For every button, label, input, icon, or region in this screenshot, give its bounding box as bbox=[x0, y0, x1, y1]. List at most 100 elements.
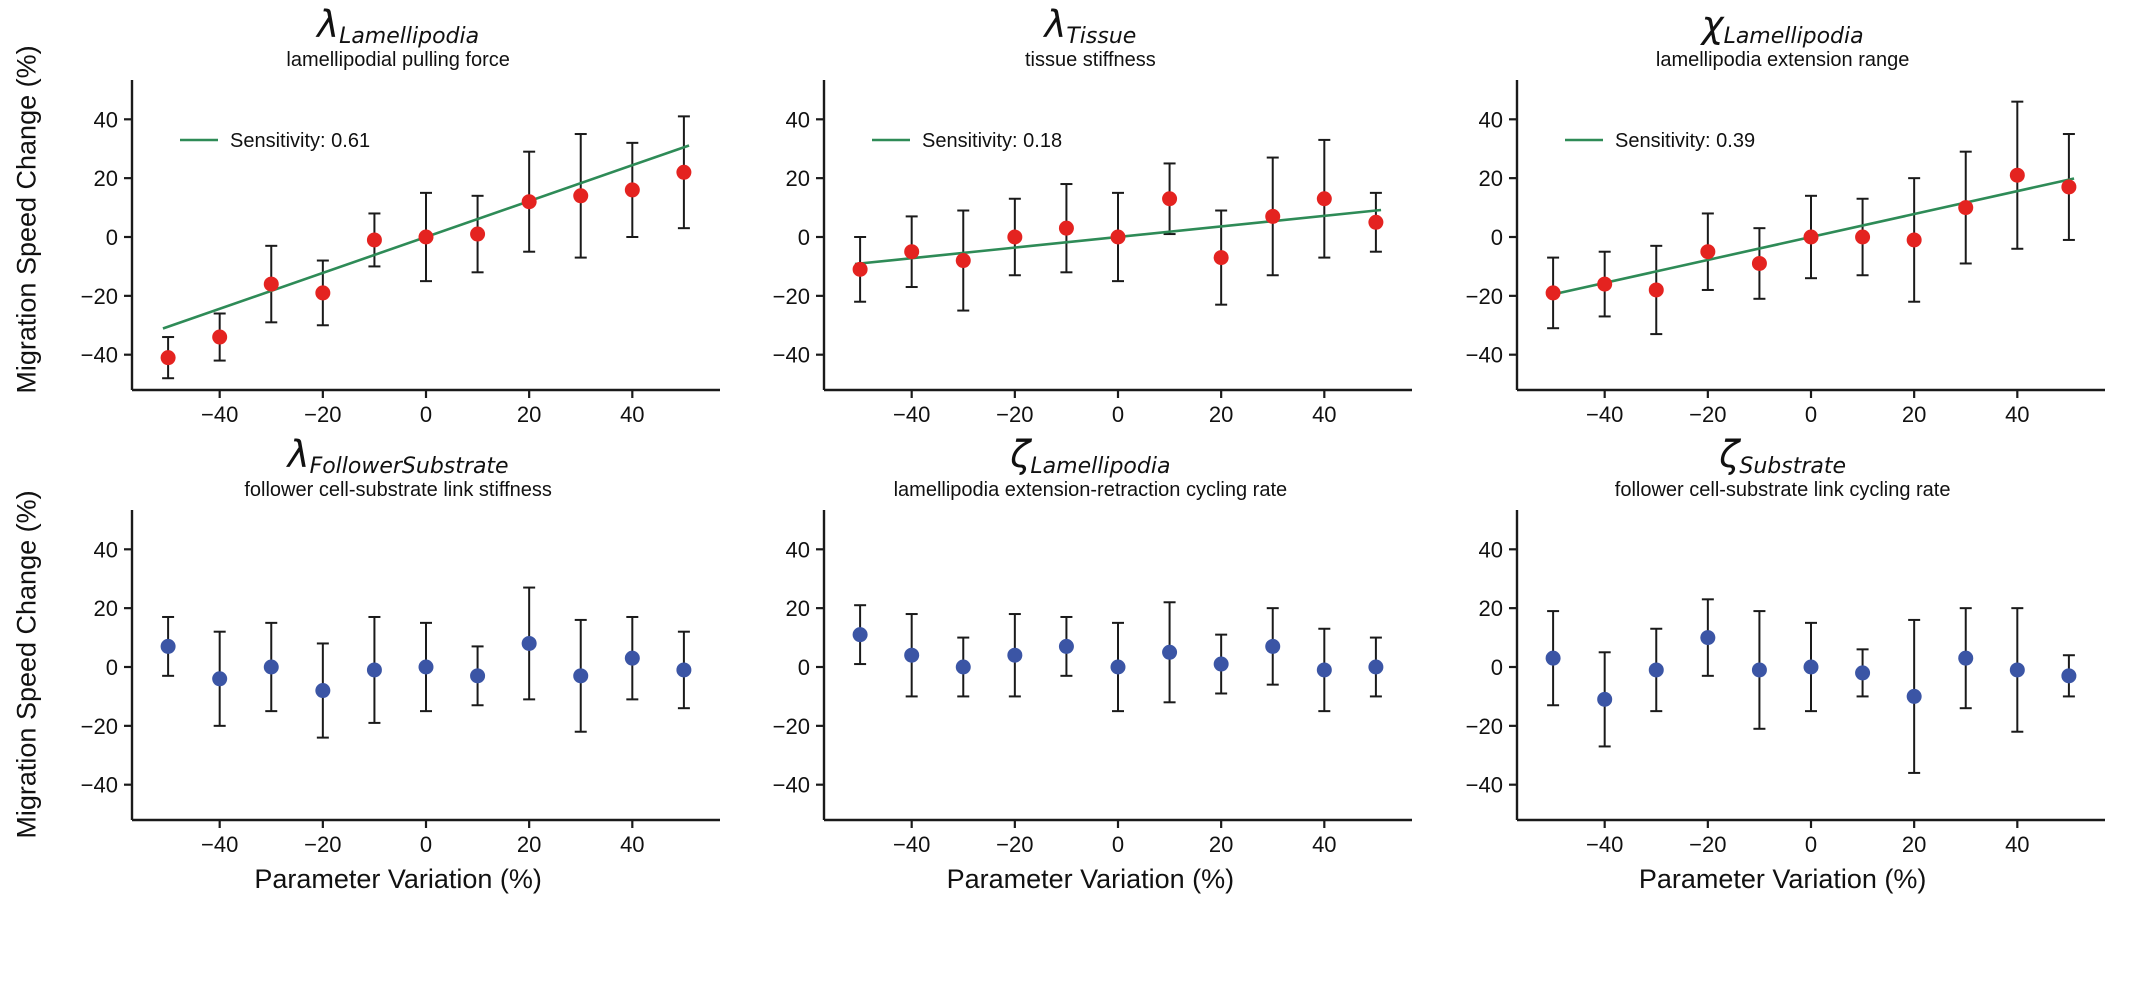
x-tick-label: 40 bbox=[2005, 832, 2029, 857]
x-axis-label: Parameter Variation (%) bbox=[254, 864, 542, 894]
x-tick-label: 40 bbox=[2005, 402, 2029, 427]
x-tick-label: −20 bbox=[997, 832, 1034, 857]
y-tick-label: 40 bbox=[94, 107, 118, 132]
chart-chi-lamellipodia: χLamellipodia lamellipodia extension ran… bbox=[1437, 4, 2129, 434]
x-tick-label: −40 bbox=[1586, 402, 1623, 427]
y-tick-label: −20 bbox=[1465, 714, 1502, 739]
data-point bbox=[367, 232, 383, 248]
data-point bbox=[573, 668, 589, 684]
title-subscript: Tissue bbox=[1066, 24, 1137, 49]
data-point bbox=[1265, 208, 1281, 224]
data-point bbox=[160, 350, 176, 366]
data-point bbox=[1317, 662, 1333, 678]
y-tick-label: 20 bbox=[1478, 596, 1502, 621]
y-tick-label: 0 bbox=[1490, 225, 1502, 250]
chart-zeta-substrate: ζSubstrate follower cell-substrate link … bbox=[1437, 434, 2129, 895]
title-symbol: ζ bbox=[1719, 433, 1740, 476]
data-point bbox=[1751, 255, 1767, 271]
data-point bbox=[1803, 229, 1819, 245]
x-tick-label: 40 bbox=[1312, 832, 1336, 857]
y-tick-label: 20 bbox=[94, 596, 118, 621]
data-point bbox=[1699, 630, 1715, 646]
chart-title: λLamellipodia bbox=[317, 6, 479, 48]
x-tick-label: 20 bbox=[517, 832, 541, 857]
legend: Sensitivity: 0.18 bbox=[872, 130, 1062, 152]
plot-svg: −40 −20 0 20 40 −40 −20 0 20 40 Sensitivity: 0.18 bbox=[773, 80, 1413, 427]
y-tick-label: 0 bbox=[106, 655, 118, 680]
title-subscript: Substrate bbox=[1739, 454, 1847, 479]
x-tick-label: −40 bbox=[893, 402, 930, 427]
y-axis-label-bottom: Migration Speed Change (%) bbox=[2, 434, 52, 895]
chart-title: λTissue bbox=[1044, 6, 1136, 48]
data-point bbox=[1596, 276, 1612, 292]
x-tick-label: 0 bbox=[1112, 402, 1124, 427]
data-point bbox=[573, 188, 589, 204]
data-point bbox=[624, 182, 640, 198]
charts-top: λLamellipodia lamellipodial pulling forc… bbox=[52, 4, 2129, 434]
data-point bbox=[1596, 691, 1612, 707]
chart-subtitle: lamellipodia extension range bbox=[1655, 49, 1910, 71]
data-point bbox=[2009, 167, 2025, 183]
data-point bbox=[1854, 229, 1870, 245]
data-point bbox=[212, 329, 228, 345]
plot-svg: −40 −20 0 20 40 −40 −20 0 20 40 Sensitivity: 0.39 bbox=[1465, 80, 2105, 427]
y-tick-label: 40 bbox=[786, 107, 810, 132]
x-tick-label: 0 bbox=[1805, 832, 1817, 857]
y-tick-label: −40 bbox=[1465, 343, 1502, 368]
data-point bbox=[904, 244, 920, 260]
chart-title: λFollowerSubstrate bbox=[288, 436, 509, 478]
data-point bbox=[315, 683, 331, 699]
data-point bbox=[2061, 668, 2077, 684]
x-tick-label: 40 bbox=[1312, 402, 1336, 427]
data-point bbox=[1906, 232, 1922, 248]
plot-area: −40 −20 0 20 40 −40 −20 0 20 40 bbox=[760, 502, 1420, 864]
data-point bbox=[1957, 650, 1973, 666]
chart-lambda-tissue: λTissue tissue stiffness −40 −20 0 20 40 −40−… bbox=[744, 4, 1436, 434]
data-point bbox=[1007, 229, 1023, 245]
data-point bbox=[1803, 659, 1819, 675]
title-subscript: Lamellipodia bbox=[1030, 454, 1171, 479]
data-point bbox=[1648, 282, 1664, 298]
data-point bbox=[624, 650, 640, 666]
data-point bbox=[1854, 665, 1870, 681]
y-tick-label: 20 bbox=[1478, 166, 1502, 191]
chart-title: ζLamellipodia bbox=[1010, 436, 1170, 478]
y-tick-label: 40 bbox=[1478, 107, 1502, 132]
x-tick-label: 0 bbox=[1805, 402, 1817, 427]
y-axis-label-text: Migration Speed Change (%) bbox=[11, 490, 42, 839]
x-tick-label: 20 bbox=[1209, 832, 1233, 857]
plot-area: −40 −20 0 20 40 −40 −20 0 20 40 bbox=[1453, 502, 2113, 864]
figure-row-top: Migration Speed Change (%) λLamellipodia… bbox=[2, 4, 2129, 434]
data-point bbox=[1059, 638, 1075, 654]
x-tick-label: −40 bbox=[201, 832, 238, 857]
charts-bottom: λFollowerSubstrate follower cell-substra… bbox=[52, 434, 2129, 895]
chart-title: ζSubstrate bbox=[1719, 436, 1846, 478]
title-symbol: λ bbox=[287, 433, 310, 476]
title-subscript: Lamellipodia bbox=[1723, 24, 1864, 49]
y-tick-label: −20 bbox=[81, 714, 118, 739]
x-tick-label: −20 bbox=[1689, 402, 1726, 427]
x-tick-label: 20 bbox=[1902, 832, 1926, 857]
title-symbol: λ bbox=[317, 3, 340, 46]
data-point bbox=[956, 659, 972, 675]
data-point bbox=[1957, 200, 1973, 216]
data-point bbox=[315, 285, 331, 301]
chart-zeta-lamellipodia: ζLamellipodia lamellipodia extension-ret… bbox=[744, 434, 1436, 895]
y-tick-label: 40 bbox=[1478, 537, 1502, 562]
data-point bbox=[956, 253, 972, 269]
data-point bbox=[676, 164, 692, 180]
data-point bbox=[2061, 179, 2077, 195]
data-point bbox=[1751, 662, 1767, 678]
data-point bbox=[852, 627, 868, 643]
data-point bbox=[1007, 647, 1023, 663]
sensitivity-analysis-figure: Migration Speed Change (%) λLamellipodia… bbox=[2, 4, 2129, 895]
legend-label: Sensitivity: 0.18 bbox=[922, 130, 1062, 152]
data-point bbox=[521, 194, 537, 210]
data-point bbox=[2009, 662, 2025, 678]
data-point bbox=[1162, 644, 1178, 660]
legend-label: Sensitivity: 0.39 bbox=[1615, 130, 1755, 152]
plot-svg: −40 −20 0 20 40 −40 −20 0 20 40 bbox=[773, 510, 1413, 857]
plot-svg: −40 −20 0 20 40 −40 −20 0 20 40 bbox=[1465, 510, 2105, 857]
x-tick-label: −40 bbox=[893, 832, 930, 857]
title-symbol: ζ bbox=[1010, 433, 1031, 476]
